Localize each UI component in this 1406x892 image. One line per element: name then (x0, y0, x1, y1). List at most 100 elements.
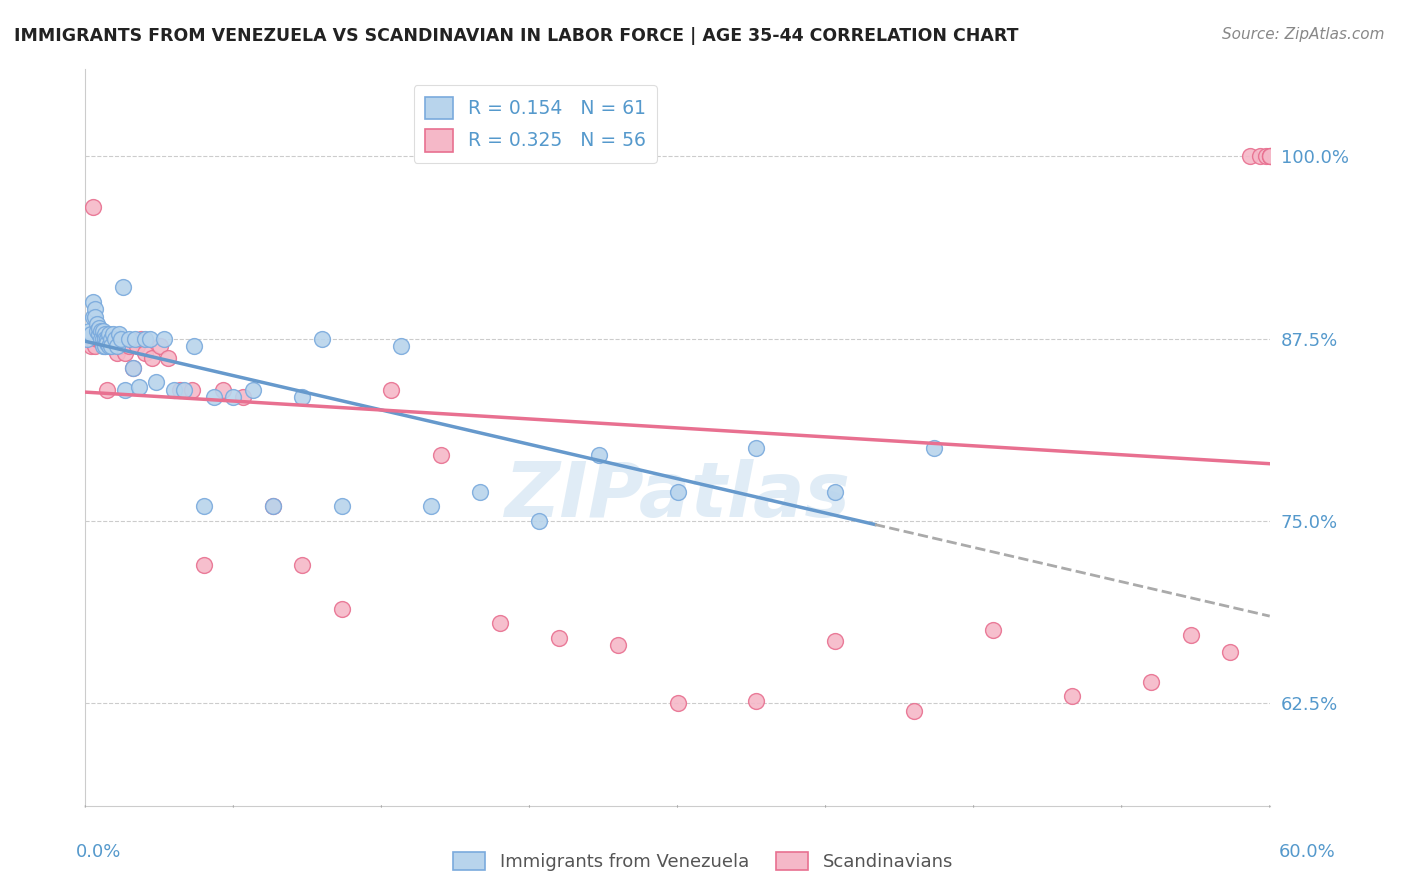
Point (124, 332, 146, 346)
Point (183, 339, 205, 353)
Point (588, 448, 610, 462)
Point (202, 390, 225, 404)
Point (82, 310, 104, 324)
Point (94, 332, 117, 346)
Point (91, 335, 114, 350)
Point (77, 324, 100, 338)
Point (419, 500, 441, 514)
Point (80, 327, 103, 342)
Point (76, 332, 98, 346)
Point (76, 332, 98, 346)
Point (134, 332, 156, 346)
Point (86, 332, 108, 346)
Point (91, 339, 114, 353)
Point (489, 616, 512, 631)
Point (111, 280, 134, 294)
Point (291, 558, 314, 572)
Point (1258, 149, 1281, 163)
Point (96, 383, 118, 397)
Point (745, 693, 768, 707)
Point (101, 332, 124, 346)
Point (1219, 645, 1241, 659)
Point (98, 327, 121, 342)
Point (101, 327, 124, 342)
Point (100, 339, 122, 353)
Text: 60.0%: 60.0% (1279, 843, 1336, 861)
Text: Source: ZipAtlas.com: Source: ZipAtlas.com (1222, 27, 1385, 42)
Text: 0.0%: 0.0% (76, 843, 121, 861)
Point (548, 631, 571, 645)
Point (87, 332, 110, 346)
Point (922, 441, 945, 455)
Point (98, 332, 121, 346)
Point (94, 339, 117, 353)
Point (824, 633, 846, 648)
Point (100, 339, 122, 353)
Point (380, 383, 402, 397)
Point (90, 324, 112, 338)
Point (163, 383, 186, 397)
Point (94, 339, 117, 353)
Point (87, 321, 110, 335)
Point (173, 383, 195, 397)
Text: IMMIGRANTS FROM VENEZUELA VS SCANDINAVIAN IN LABOR FORCE | AGE 35-44 CORRELATION: IMMIGRANTS FROM VENEZUELA VS SCANDINAVIA… (14, 27, 1018, 45)
Point (80, 339, 103, 353)
Point (84, 339, 107, 353)
Point (529, 514, 551, 528)
Point (1239, 149, 1261, 163)
Point (98, 339, 121, 353)
Point (110, 339, 132, 353)
Point (232, 390, 254, 404)
Point (129, 332, 152, 346)
Point (1258, 149, 1281, 163)
Point (118, 339, 141, 353)
Text: ZIPatlas: ZIPatlas (505, 459, 851, 533)
Point (330, 500, 353, 514)
Point (145, 376, 167, 390)
Point (104, 332, 127, 346)
Point (1254, 149, 1277, 163)
Point (104, 339, 127, 353)
Point (84, 310, 107, 324)
Point (242, 383, 264, 397)
Point (262, 500, 284, 514)
Point (90, 332, 112, 346)
Point (1249, 149, 1271, 163)
Point (212, 383, 235, 397)
Point (105, 346, 128, 360)
Point (468, 484, 491, 499)
Point (139, 332, 162, 346)
Point (96, 335, 118, 350)
Point (153, 332, 176, 346)
Point (110, 332, 132, 346)
Point (108, 332, 131, 346)
Point (86, 324, 108, 338)
Point (105, 339, 128, 353)
Point (134, 346, 156, 360)
Point (77, 332, 100, 346)
Point (90, 332, 112, 346)
Point (1062, 689, 1084, 703)
Point (1140, 674, 1163, 689)
Point (108, 327, 131, 342)
Point (141, 351, 163, 365)
Point (149, 339, 172, 353)
Point (222, 390, 245, 404)
Point (91, 332, 114, 346)
Point (96, 332, 118, 346)
Point (125, 339, 148, 353)
Point (84, 302, 107, 317)
Point (1258, 149, 1281, 163)
Point (666, 697, 689, 711)
Point (82, 295, 104, 310)
Point (96, 332, 118, 346)
Point (180, 383, 202, 397)
Point (121, 360, 143, 375)
Point (666, 484, 689, 499)
Point (262, 500, 284, 514)
Point (330, 601, 353, 615)
Point (291, 390, 314, 404)
Point (1180, 628, 1202, 642)
Point (82, 200, 104, 214)
Point (903, 704, 925, 718)
